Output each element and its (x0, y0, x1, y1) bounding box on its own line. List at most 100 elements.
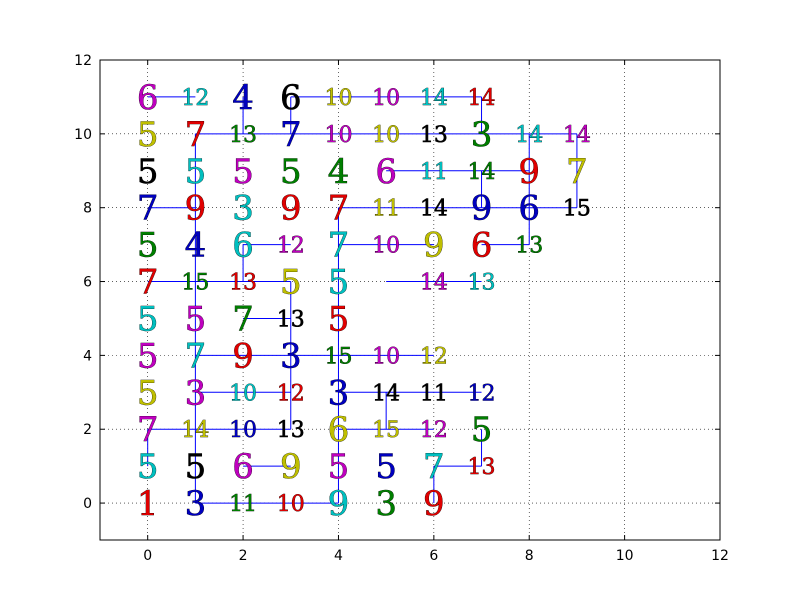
number-label: 4 (232, 78, 254, 118)
y-tick-label: 0 (83, 496, 92, 512)
number-label: 5 (232, 152, 254, 192)
number-label: 13 (229, 271, 257, 296)
number-label: 3 (471, 115, 493, 155)
y-tick-label: 12 (74, 53, 92, 69)
y-tick-label: 2 (83, 422, 92, 438)
number-label: 9 (328, 484, 350, 524)
number-label: 10 (324, 86, 352, 111)
number-label: 10 (372, 344, 400, 369)
number-label: 14 (468, 86, 496, 111)
connection-lines (147, 96, 578, 504)
x-tick-label: 4 (334, 548, 343, 564)
number-label: 10 (324, 123, 352, 148)
number-label: 5 (280, 152, 302, 192)
number-label: 14 (563, 123, 591, 148)
number-label: 7 (328, 189, 350, 229)
number-label: 3 (185, 373, 207, 413)
number-label: 5 (185, 447, 207, 487)
number-label: 6 (137, 78, 159, 118)
number-label: 5 (185, 299, 207, 339)
number-label: 13 (277, 307, 305, 332)
number-label: 13 (229, 123, 257, 148)
number-label: 5 (471, 410, 493, 450)
number-label: 9 (280, 447, 302, 487)
number-label: 5 (137, 336, 159, 376)
plot-area: 6 12 4 6 10 10 14 145 7 13 7 10 10 13 3 14 145 5 5 5 4 6 11 14 9… (74, 53, 729, 564)
number-label: 14 (420, 86, 448, 111)
number-label: 5 (328, 299, 350, 339)
number-label: 11 (420, 381, 448, 406)
number-label: 3 (280, 336, 302, 376)
number-label: 7 (137, 410, 159, 450)
number-labels: 6 12 4 6 10 10 14 145 7 13 7 10 10 13 3 14 145 5 5 5 4 6 11 14 9… (137, 78, 592, 525)
number-label: 5 (137, 115, 159, 155)
number-label: 6 (328, 410, 350, 450)
number-label: 15 (372, 418, 400, 443)
number-label: 9 (280, 189, 302, 229)
number-label: 10 (372, 234, 400, 259)
number-label: 6 (518, 189, 540, 229)
number-label: 5 (137, 447, 159, 487)
number-label: 10 (372, 86, 400, 111)
number-label: 7 (232, 299, 254, 339)
x-tick-label: 8 (525, 548, 534, 564)
number-label: 9 (518, 152, 540, 192)
number-label: 6 (280, 78, 302, 118)
number-label: 10 (277, 492, 305, 517)
number-label: 12 (420, 344, 448, 369)
number-label: 3 (328, 373, 350, 413)
number-label: 11 (372, 197, 400, 222)
number-label: 4 (328, 152, 350, 192)
axes-frame (99, 59, 721, 541)
number-label: 14 (420, 197, 448, 222)
x-tick-label: 6 (429, 548, 438, 564)
number-label: 7 (185, 115, 207, 155)
number-label: 11 (420, 160, 448, 185)
number-label: 5 (328, 263, 350, 303)
number-label: 12 (181, 86, 209, 111)
number-label: 7 (423, 447, 445, 487)
number-label: 7 (185, 336, 207, 376)
number-label: 1 (137, 484, 159, 524)
x-tick-label: 2 (239, 548, 248, 564)
y-tick-label: 4 (83, 348, 92, 364)
number-label: 7 (328, 226, 350, 266)
number-label: 15 (181, 271, 209, 296)
number-label: 5 (137, 226, 159, 266)
number-label: 10 (372, 123, 400, 148)
number-label: 5 (185, 152, 207, 192)
number-label: 10 (229, 381, 257, 406)
number-label: 14 (515, 123, 543, 148)
number-label: 7 (137, 263, 159, 303)
y-tick-label: 6 (83, 275, 92, 291)
number-label: 13 (515, 234, 543, 259)
number-label: 7 (566, 152, 588, 192)
number-label: 13 (468, 455, 496, 480)
number-label: 14 (420, 271, 448, 296)
number-label: 9 (423, 484, 445, 524)
number-label: 7 (137, 189, 159, 229)
axes-background (100, 60, 720, 540)
number-label: 7 (280, 115, 302, 155)
number-label: 13 (277, 418, 305, 443)
number-label: 13 (468, 271, 496, 296)
number-label: 14 (181, 418, 209, 443)
number-label: 13 (420, 123, 448, 148)
number-label: 12 (277, 234, 305, 259)
number-label: 5 (280, 263, 302, 303)
number-label: 3 (375, 484, 397, 524)
number-label: 6 (232, 226, 254, 266)
number-label: 5 (137, 299, 159, 339)
number-label: 9 (185, 189, 207, 229)
x-tick-label: 12 (711, 548, 729, 564)
number-label: 4 (185, 226, 207, 266)
number-label: 3 (232, 189, 254, 229)
number-label: 12 (468, 381, 496, 406)
number-label: 11 (229, 492, 257, 517)
number-label: 14 (468, 160, 496, 185)
y-tick-label: 8 (83, 201, 92, 217)
y-tick-label: 10 (74, 127, 92, 143)
number-label: 6 (232, 447, 254, 487)
